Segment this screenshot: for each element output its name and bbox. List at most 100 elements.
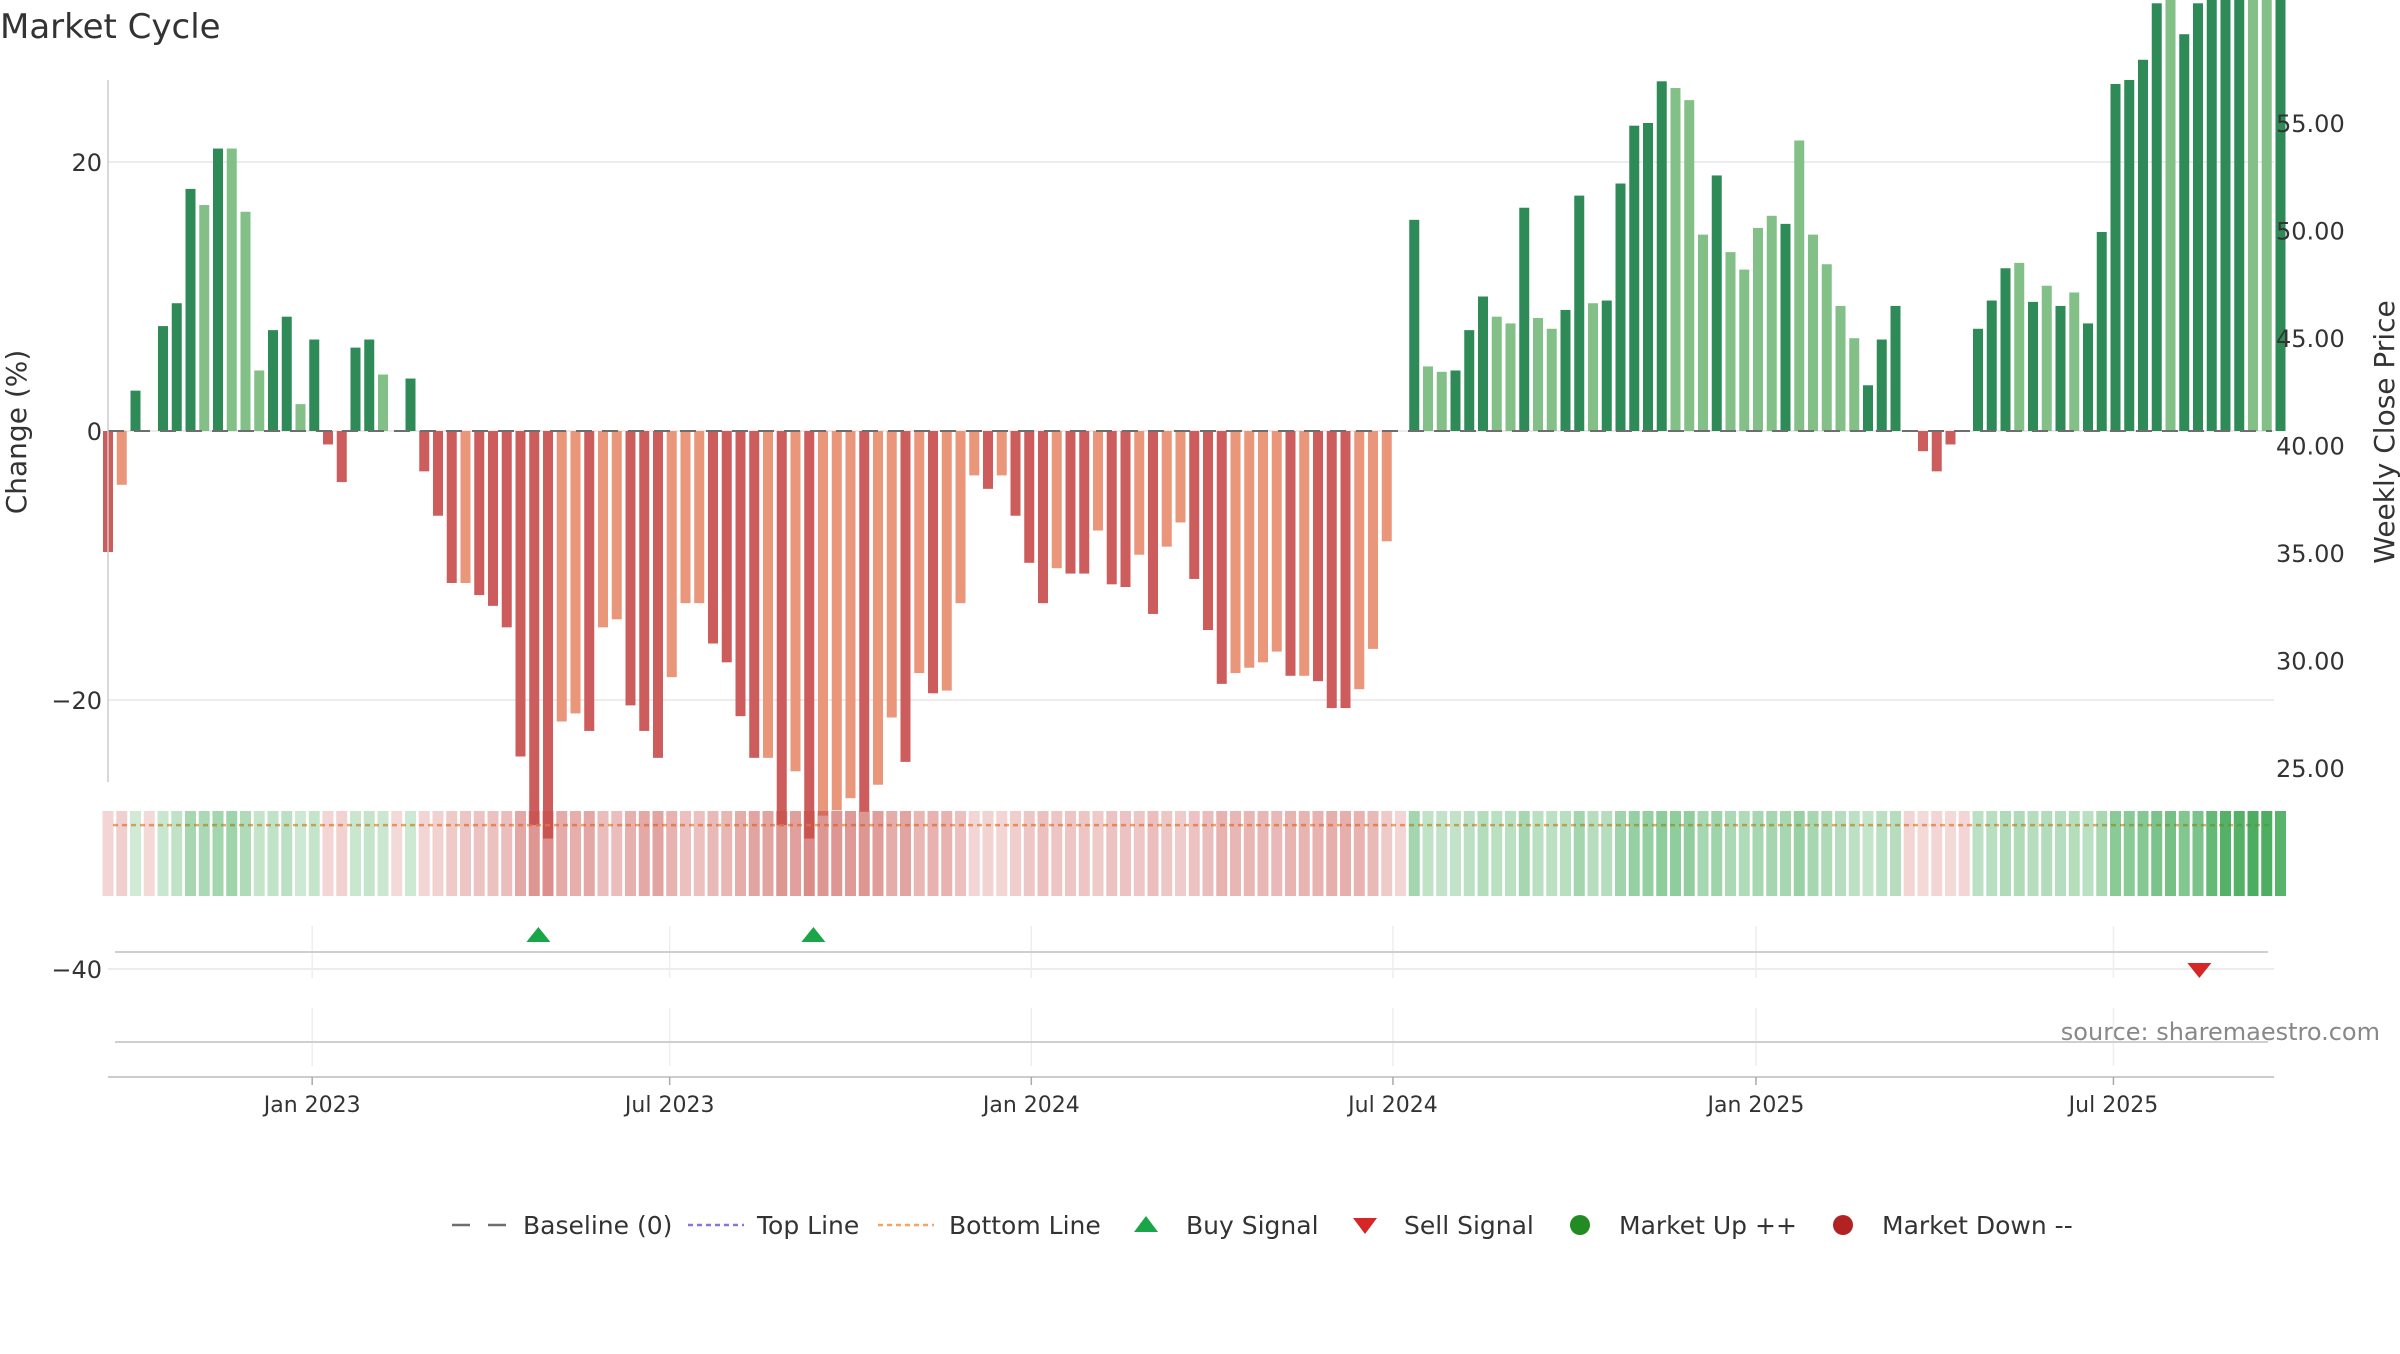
bar [1753,228,1763,431]
heatmap-cell [1808,811,1819,896]
bar [1891,306,1901,431]
heatmap-cell [928,811,939,896]
heatmap-cell [1161,811,1172,896]
heatmap-cell [1519,811,1530,896]
heatmap-cell [845,811,856,896]
bar [323,431,333,444]
heatmap-cell [295,811,306,896]
legend-circle-marker [1833,1215,1853,1235]
bar [1602,301,1612,431]
heatmap-cell [914,811,925,896]
bar [117,431,127,485]
bar [419,431,429,471]
bar [667,431,677,677]
heatmap-cell [103,811,114,896]
y-right-tick-label: 45.00 [2276,325,2345,353]
bar [1134,431,1144,555]
bar [2124,80,2134,431]
heatmap-cell [556,811,567,896]
bar [1478,297,1488,432]
heatmap-cell [2000,811,2011,896]
bar [1354,431,1364,689]
heatmap-cell [1684,811,1695,896]
heatmap-cell [2041,811,2052,896]
bar [859,431,869,812]
bar [1657,81,1667,431]
bar [268,330,278,431]
bar [1726,252,1736,431]
bar [1973,329,1983,431]
legend-label: Bottom Line [949,1211,1101,1240]
heatmap-cell [831,811,842,896]
heatmap-cell [2138,811,2149,896]
bar [1739,270,1749,431]
bar [612,431,622,619]
heatmap-cell [1670,811,1681,896]
heatmap-cell [1244,811,1255,896]
heatmap-cell [763,811,774,896]
heatmap-cell [1753,811,1764,896]
heatmap-cell [2220,811,2231,896]
heatmap-cell [254,811,265,896]
chart-title: Market Cycle [0,7,221,47]
y-right-tick-label: 35.00 [2276,540,2345,568]
heatmap-cell [1780,811,1791,896]
sell-signal-marker [2187,963,2211,978]
bar [1794,140,1804,431]
heatmap-cell [1464,811,1475,896]
heatmap-cell [1436,811,1447,896]
bar [1781,224,1791,431]
legend-label: Buy Signal [1186,1211,1319,1240]
bar [1093,431,1103,531]
bar [1121,431,1131,587]
bar [282,317,292,431]
x-tick-label: Jan 2024 [981,1093,1080,1118]
heatmap-cell [1423,811,1434,896]
bar [1244,431,1254,668]
bar [1616,184,1626,431]
bar [1189,431,1199,579]
heatmap-cell [708,811,719,896]
heatmap-cell [2110,811,2121,896]
heatmap-cell [776,811,787,896]
heatmap-cell [873,811,884,896]
heatmap-cell [1313,811,1324,896]
bar [2111,84,2121,431]
heatmap-cell [460,811,471,896]
bar [1341,431,1351,708]
heatmap-cell [1024,811,1035,896]
bar [2166,0,2176,431]
bar [2097,232,2107,431]
heatmap-cell [364,811,375,896]
bar [1327,431,1337,708]
heatmap-cell [1093,811,1104,896]
bar [1808,235,1818,431]
y-right-tick-label: 30.00 [2276,648,2345,676]
heatmap-cell [1478,811,1489,896]
heatmap-cell [501,811,512,896]
bar [2262,0,2272,431]
heatmap-cell [1656,811,1667,896]
bar [1671,88,1681,431]
bar [364,340,374,431]
heatmap-cell [2248,811,2259,896]
bar [502,431,512,627]
bar [1148,431,1158,614]
heatmap-cell [1148,811,1159,896]
heatmap-cell [116,811,127,896]
bar [956,431,966,603]
bar [1011,431,1021,516]
bar [1024,431,1034,563]
bar [1918,431,1928,451]
heatmap-cell [1643,811,1654,896]
heatmap-cell [1959,811,1970,896]
bar [1506,323,1516,431]
heatmap-cell [1505,811,1516,896]
bar [309,340,319,431]
heatmap-cell [955,811,966,896]
y-left-tick-label: −20 [51,687,102,715]
bar [749,431,759,758]
bar [213,149,223,431]
buy-signal-marker [801,927,825,942]
